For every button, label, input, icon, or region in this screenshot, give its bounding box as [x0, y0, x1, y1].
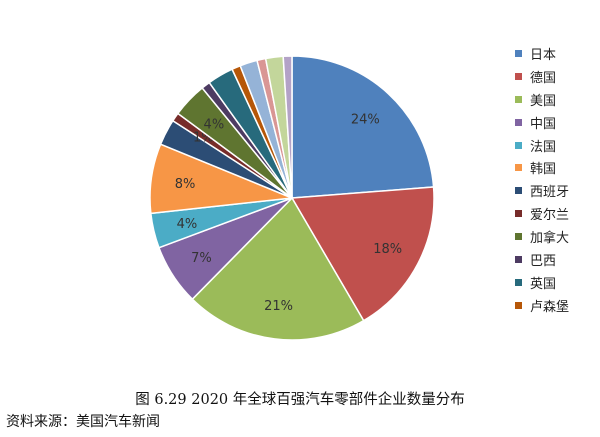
data-label: 7% [191, 251, 212, 266]
legend-swatch [515, 301, 522, 309]
data-label: 18% [373, 242, 402, 257]
legend-item: 爱尔兰 [515, 202, 569, 225]
data-label: 4% [204, 117, 225, 132]
legend-label: 加拿大 [530, 231, 570, 247]
legend-item: 德国 [515, 65, 569, 88]
legend-label: 卢森堡 [530, 299, 570, 315]
data-label: 4% [177, 217, 198, 232]
legend-swatch [515, 210, 522, 218]
chart-legend: 日本德国美国中国法国韩国西班牙爱尔兰加拿大巴西英国卢森堡 [515, 42, 569, 317]
pie-slice [282, 55, 293, 199]
legend-swatch [515, 141, 522, 149]
legend-label: 日本 [530, 47, 557, 63]
legend-label: 爱尔兰 [530, 208, 570, 224]
legend-item: 卢森堡 [515, 294, 569, 317]
legend-swatch [515, 72, 522, 80]
legend-swatch [515, 118, 522, 126]
legend-label: 英国 [530, 276, 557, 292]
legend-item: 法国 [515, 134, 569, 157]
legend-label: 巴西 [530, 253, 557, 269]
chart-title: 图 6.29 2020 年全球百强汽车零部件企业数量分布 [135, 392, 465, 408]
legend-label: 法国 [530, 139, 557, 155]
pie-chart: 24%18%21%7%4%8%1%4% [149, 55, 435, 341]
legend-item: 中国 [515, 111, 569, 134]
legend-label: 西班牙 [530, 185, 570, 201]
data-label: 21% [264, 299, 293, 314]
legend-swatch [515, 187, 522, 195]
pie-slice [290, 186, 435, 322]
legend-swatch [515, 164, 522, 172]
legend-item: 西班牙 [515, 179, 569, 202]
legend-swatch [515, 95, 522, 103]
legend-label: 中国 [530, 116, 557, 132]
legend-swatch [515, 233, 522, 241]
pie-slice [291, 55, 435, 199]
legend-item: 加拿大 [515, 225, 569, 248]
legend-swatch [515, 255, 522, 263]
legend-item: 美国 [515, 88, 569, 111]
legend-item: 日本 [515, 42, 569, 65]
data-label: 8% [175, 177, 196, 192]
legend-label: 德国 [530, 70, 557, 86]
legend-label: 韩国 [530, 162, 557, 178]
legend-swatch [515, 49, 522, 57]
legend-label: 美国 [530, 93, 557, 109]
data-label: 24% [351, 113, 380, 128]
legend-item: 英国 [515, 271, 569, 294]
legend-item: 巴西 [515, 248, 569, 271]
source-note: 资料来源：美国汽车新闻 [6, 414, 160, 430]
pie-slice [191, 196, 365, 341]
legend-swatch [515, 278, 522, 286]
legend-item: 韩国 [515, 156, 569, 179]
